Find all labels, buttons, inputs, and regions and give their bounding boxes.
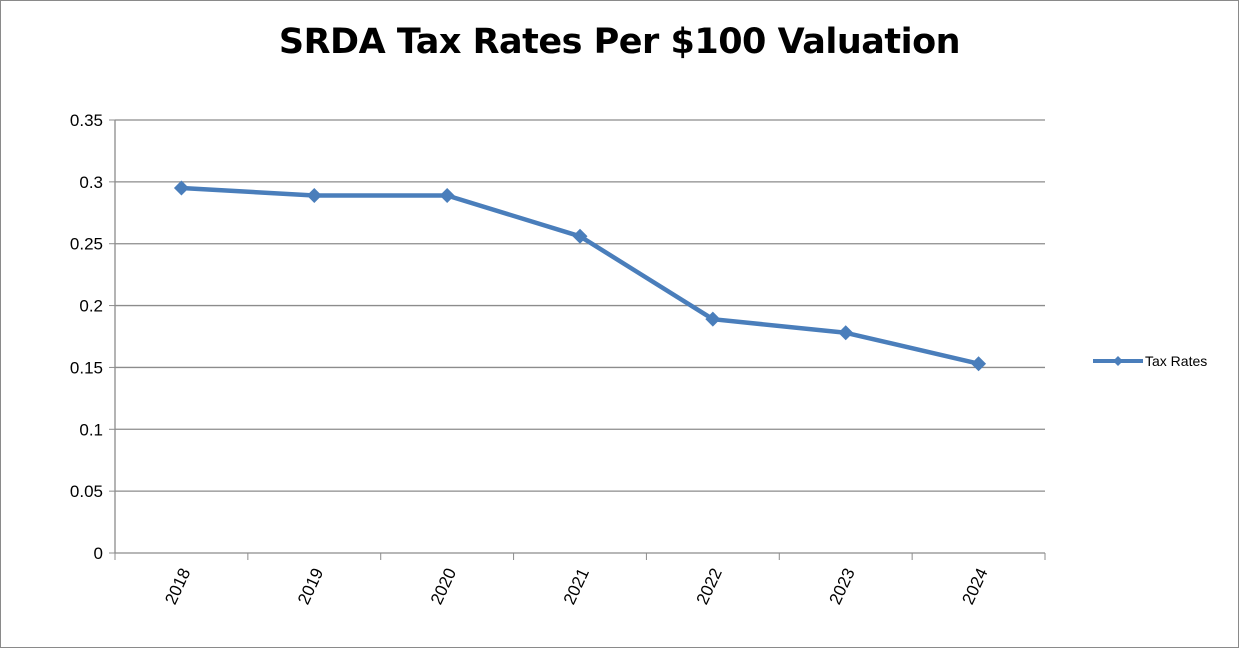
data-point-marker (705, 311, 721, 327)
legend-label: Tax Rates (1145, 353, 1207, 369)
data-point-marker (971, 356, 987, 372)
x-tick-label: 2022 (693, 565, 726, 607)
series-line (181, 185, 980, 366)
y-tick-label: 0.25 (70, 235, 103, 254)
data-point-marker (572, 228, 588, 244)
x-tick-label: 2018 (161, 565, 194, 607)
x-tick-label: 2023 (826, 565, 859, 607)
y-tick-label: 0 (94, 544, 103, 563)
data-point-marker (306, 187, 322, 203)
data-point-marker (173, 180, 189, 196)
chart-title: SRDA Tax Rates Per $100 Valuation (278, 22, 961, 62)
y-tick-label: 0.15 (70, 358, 103, 377)
x-tick-label: 2020 (427, 565, 460, 607)
y-tick-label: 0.05 (70, 482, 103, 501)
data-point-marker (439, 187, 455, 203)
y-tick-label: 0.1 (79, 420, 103, 439)
x-tick-label: 2019 (294, 565, 327, 607)
x-tick-label: 2024 (958, 565, 991, 607)
y-tick-label: 0.35 (70, 111, 103, 130)
y-tick-label: 0.3 (79, 173, 103, 192)
legend-marker (1113, 356, 1123, 366)
data-point-marker (838, 325, 854, 341)
y-tick-label: 0.2 (79, 297, 103, 316)
x-tick-label: 2021 (560, 565, 593, 607)
